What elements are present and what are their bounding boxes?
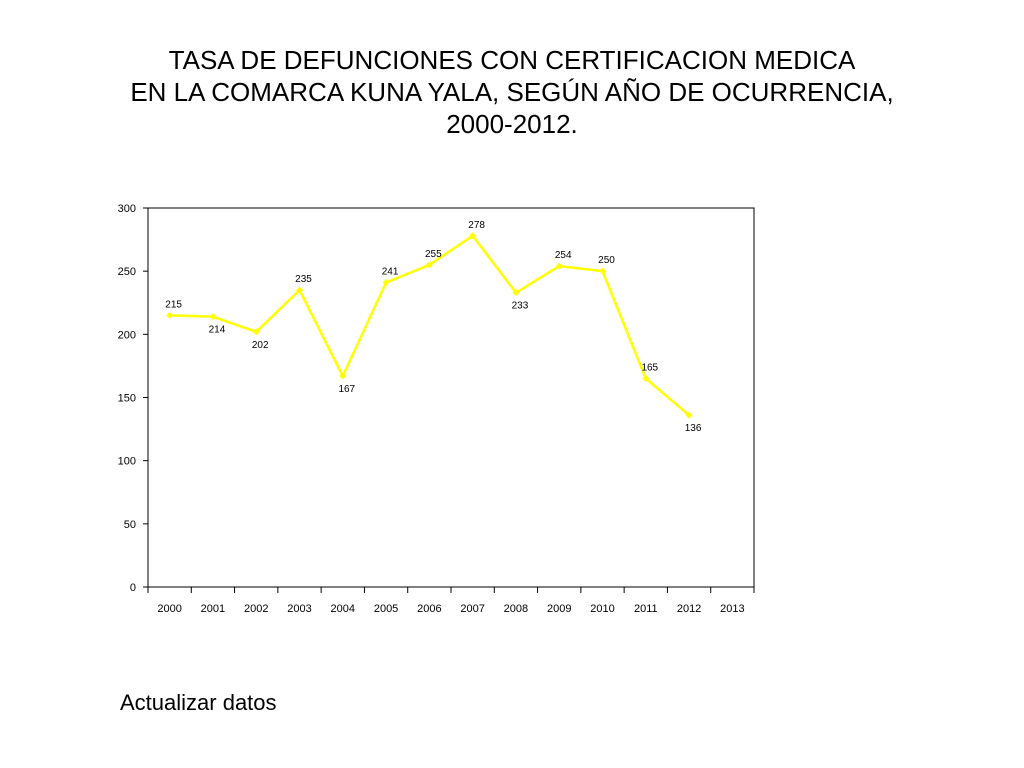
x-tick-label: 2005 (374, 603, 398, 615)
data-label: 235 (295, 274, 312, 285)
y-tick-label: 300 (118, 203, 136, 215)
x-tick-label: 2010 (590, 603, 614, 615)
x-tick-label: 2013 (720, 603, 744, 615)
data-label: 167 (338, 384, 355, 395)
chart-title-line-2: EN LA COMARCA KUNA YALA, SEGÚN AÑO DE OC… (130, 77, 894, 107)
x-tick-label: 2001 (201, 603, 225, 615)
data-label: 255 (425, 249, 442, 260)
data-point (209, 313, 217, 321)
data-point (555, 262, 563, 270)
y-tick-label: 0 (130, 582, 136, 594)
y-tick-label: 200 (118, 329, 136, 341)
x-tick-label: 2008 (504, 603, 528, 615)
data-label: 165 (641, 363, 658, 374)
data-label: 233 (512, 301, 529, 312)
x-tick-label: 2003 (287, 603, 311, 615)
x-tick-label: 2007 (460, 603, 484, 615)
x-tick-label: 2006 (417, 603, 441, 615)
chart-title-line-3: 2000-2012. (446, 109, 578, 139)
data-label: 241 (382, 267, 399, 278)
data-point (685, 411, 693, 419)
chart-title: TASA DE DEFUNCIONES CON CERTIFICACION ME… (0, 44, 1024, 140)
data-point (252, 328, 260, 336)
x-tick-label: 2011 (634, 603, 658, 615)
data-label: 278 (468, 220, 485, 231)
x-tick-label: 2004 (331, 603, 355, 615)
y-tick-label: 50 (124, 519, 136, 531)
data-label: 215 (165, 299, 182, 310)
data-point (382, 279, 390, 287)
y-tick-label: 150 (118, 393, 136, 405)
x-tick-label: 2012 (677, 603, 701, 615)
data-label: 250 (598, 255, 615, 266)
y-tick-label: 250 (118, 266, 136, 278)
data-point (339, 372, 347, 380)
update-data-link[interactable]: Actualizar datos (120, 690, 277, 715)
y-tick-label: 100 (118, 456, 136, 468)
plot-area (147, 207, 755, 588)
data-point (512, 289, 520, 297)
chart-title-line-1: TASA DE DEFUNCIONES CON CERTIFICACION ME… (168, 45, 856, 75)
data-point (642, 375, 650, 383)
x-tick-label: 2002 (244, 603, 268, 615)
data-point (425, 261, 433, 269)
data-point (296, 286, 303, 294)
data-point (469, 232, 477, 240)
x-tick-label: 2009 (547, 603, 571, 615)
x-tick-label: 2000 (157, 603, 181, 615)
data-label: 202 (252, 340, 269, 351)
data-label: 214 (209, 325, 226, 336)
data-label: 254 (555, 250, 572, 261)
data-point (599, 267, 606, 275)
data-point (166, 311, 174, 319)
data-label: 136 (685, 423, 702, 434)
